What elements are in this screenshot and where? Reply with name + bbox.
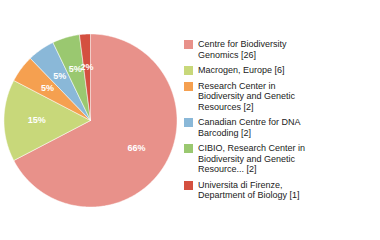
html-text:Centre for Biodiversity Genomi: Centre for Biodiversity Genomics [26]: [198, 39, 287, 60]
html-text:Universita di Firenze, Departm: Universita di Firenze, Department of Bio…: [198, 179, 300, 201]
svg-text:15%: 15%: [28, 115, 46, 125]
html-text:Canadian Centre for DNA Barcod: Canadian Centre for DNA Barcoding [2]: [198, 117, 301, 138]
html-text:CIBIO, Research Center in Biod: CIBIO, Research Center in Biodiversity a…: [198, 143, 305, 175]
svg-text:5%: 5%: [68, 63, 82, 74]
html-text:Macrogen, Europe [6]: Macrogen, Europe [6]: [198, 65, 285, 76]
svg-text:66%: 66%: [127, 143, 145, 153]
svg-text:5%: 5%: [41, 83, 54, 93]
html-text:Research Center in Biodiversit: Research Center in Biodiversity and Gene…: [198, 80, 296, 112]
svg-text:5%: 5%: [53, 71, 66, 81]
svg-text:2%: 2%: [81, 62, 94, 72]
